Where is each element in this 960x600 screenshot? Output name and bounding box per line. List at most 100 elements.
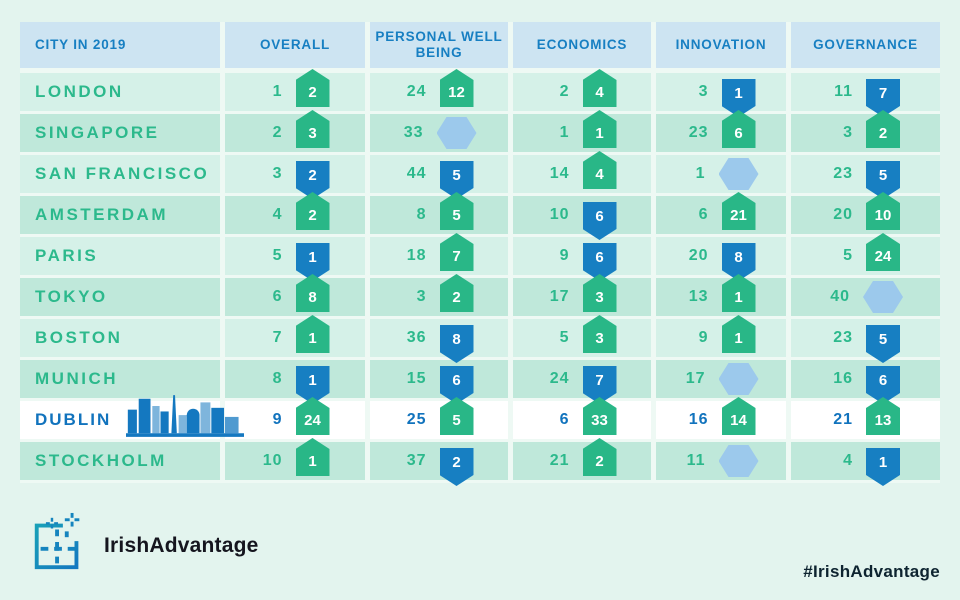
score-cell-innovation: 9 1 [656, 315, 786, 357]
change-badge: 2 [439, 448, 474, 486]
rank-value: 40 [830, 288, 850, 305]
rank-value: 16 [688, 411, 709, 428]
score-cell-personal-well-being: 25 5 [370, 397, 508, 439]
score-cell-innovation: 11 [656, 442, 786, 480]
rank-value: 16 [833, 370, 853, 387]
score-cell-personal-well-being: 18 7 [370, 233, 508, 275]
table-row: MUNICH [20, 360, 940, 404]
rank-value: 11 [834, 83, 853, 100]
score-cell-governance: 23 5 [791, 155, 940, 199]
score-cell-innovation: 20 8 [656, 237, 786, 281]
city-name: DUBLIN [35, 410, 112, 429]
score-cell-overall: 2 3 [225, 110, 365, 152]
rank-value: 24 [549, 370, 570, 387]
change-badge: 12 [439, 69, 474, 107]
score-cell-governance: 11 7 [791, 73, 940, 117]
rank-value: 18 [406, 247, 427, 264]
change-badge [718, 445, 759, 477]
score-cell-overall: 9 24 [225, 397, 365, 439]
change-badge: 2 [582, 438, 617, 476]
change-badge: 6 [721, 110, 756, 148]
change-badge: 14 [721, 397, 756, 435]
score-cell-innovation: 13 1 [656, 274, 786, 316]
change-badge: 3 [582, 315, 617, 353]
rank-value: 1 [559, 124, 570, 141]
score-cell-personal-well-being: 3 2 [370, 274, 508, 316]
city-name: BOSTON [35, 328, 123, 347]
rank-value: 6 [272, 288, 283, 305]
city-cell: SINGAPORE [20, 114, 220, 152]
change-badge: 2 [866, 110, 900, 148]
change-badge: 1 [721, 274, 756, 312]
change-badge: 24 [295, 397, 330, 435]
change-badge: 5 [439, 397, 474, 435]
rank-value: 20 [833, 206, 853, 223]
change-badge: 24 [866, 233, 900, 271]
score-cell-governance: 20 10 [791, 192, 940, 234]
change-badge [718, 158, 759, 190]
change-badge: 1 [295, 438, 330, 476]
city-cell: LONDON [20, 73, 220, 111]
column-header-economics: ECONOMICS [513, 22, 651, 68]
rank-value: 9 [272, 411, 283, 428]
brand-name: IrishAdvantage [104, 533, 259, 557]
score-cell-personal-well-being: 36 8 [370, 319, 508, 363]
score-cell-governance: 16 6 [791, 360, 940, 404]
score-cell-governance: 3 2 [791, 110, 940, 152]
rank-value: 37 [406, 452, 427, 469]
score-cell-governance: 4 1 [791, 442, 940, 486]
column-header-personal-well-being: PERSONAL WELL BEING [370, 22, 508, 68]
city-name: SAN FRANCISCO [35, 164, 210, 183]
table-header-row: CITY IN 2019 OVERALL PERSONAL WELL BEING… [20, 22, 940, 68]
city-cell: TOKYO [20, 278, 220, 316]
city-cell: DUBLIN [20, 395, 244, 439]
score-cell-economics: 21 2 [513, 438, 651, 480]
rank-value: 5 [843, 247, 853, 264]
rank-value: 4 [272, 206, 283, 223]
score-cell-overall: 10 1 [225, 438, 365, 480]
score-cell-economics: 2 4 [513, 69, 651, 111]
rank-value: 3 [843, 124, 853, 141]
rank-value: 20 [688, 247, 709, 264]
change-badge: 33 [582, 397, 617, 435]
rank-value: 21 [549, 452, 570, 469]
score-cell-innovation: 17 [656, 360, 786, 398]
score-cell-innovation: 1 [656, 155, 786, 193]
dashed-square-sparkle-logo-icon [28, 512, 90, 579]
change-badge: 4 [582, 69, 617, 107]
city-cell: BOSTON [20, 319, 220, 357]
table-row: SAN FRANCISCO [20, 151, 940, 199]
table-body: LONDON [20, 69, 940, 486]
score-cell-innovation: 3 1 [656, 73, 786, 117]
score-cell-innovation: 6 21 [656, 192, 786, 234]
city-skyline-icon [126, 393, 244, 444]
score-cell-personal-well-being: 8 5 [370, 192, 508, 234]
city-name: TOKYO [35, 287, 108, 306]
column-header-overall: OVERALL [225, 22, 365, 68]
city-name: SINGAPORE [35, 123, 160, 142]
rank-value: 10 [262, 452, 283, 469]
rank-value: 23 [833, 329, 853, 346]
change-badge: 1 [866, 448, 900, 486]
change-badge: 13 [866, 397, 900, 435]
score-cell-governance: 40 [791, 278, 940, 316]
rank-value: 23 [833, 165, 853, 182]
change-badge: 3 [295, 110, 330, 148]
table-row: BOSTON [20, 315, 940, 363]
change-badge: 2 [295, 69, 330, 107]
score-cell-economics: 10 6 [513, 196, 651, 240]
rank-value: 3 [698, 83, 709, 100]
rank-value: 11 [686, 452, 706, 469]
change-badge: 4 [582, 151, 617, 189]
score-cell-personal-well-being: 15 6 [370, 360, 508, 404]
rank-value: 13 [688, 288, 709, 305]
rank-value: 44 [406, 165, 427, 182]
rank-value: 3 [272, 165, 283, 182]
rank-value: 23 [688, 124, 709, 141]
rank-value: 33 [403, 124, 424, 141]
score-cell-governance: 23 5 [791, 319, 940, 363]
table-row: TOKYO [20, 274, 940, 316]
rank-value: 6 [559, 411, 570, 428]
change-badge: 2 [295, 192, 330, 230]
city-cell: PARIS [20, 237, 220, 275]
